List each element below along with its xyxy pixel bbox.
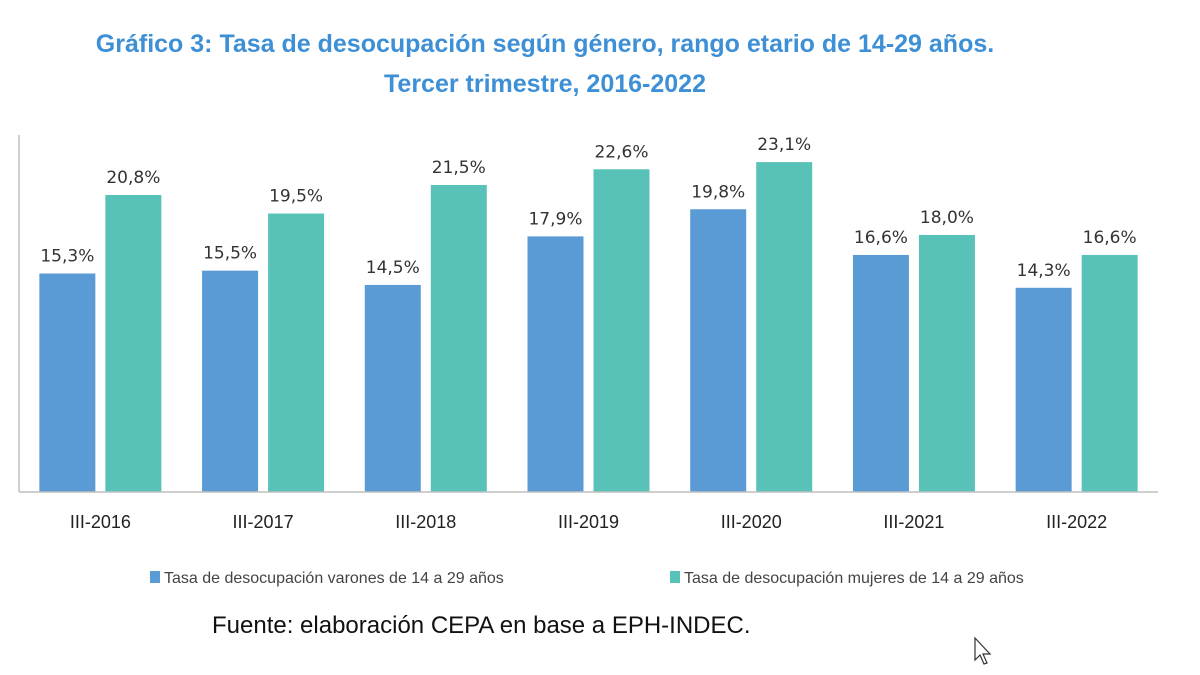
data-label: 20,8%: [106, 168, 160, 188]
data-label: 16,6%: [1083, 228, 1137, 248]
bar-mujeres: [918, 234, 975, 492]
x-tick-label: III-2018: [395, 512, 456, 532]
bar-mujeres: [430, 184, 487, 493]
bar-mujeres: [593, 169, 650, 492]
chart-title: Gráfico 3: Tasa de desocupación según gé…: [95, 30, 995, 58]
bar-mujeres: [1081, 254, 1138, 492]
data-label: 18,0%: [920, 208, 974, 228]
legend-swatch-mujeres: [670, 571, 680, 583]
bar-varones: [527, 236, 584, 492]
data-label: 22,6%: [594, 142, 648, 162]
source-note: Fuente: elaboración CEPA en base a EPH-I…: [212, 612, 751, 639]
x-tick-label: III-2019: [558, 512, 619, 532]
data-label: 15,3%: [40, 247, 94, 267]
data-label: 21,5%: [432, 158, 486, 178]
bar-mujeres: [268, 213, 325, 493]
chart-subtitle: Tercer trimestre, 2016-2022: [384, 70, 706, 98]
mouse-cursor-icon: [974, 636, 992, 665]
legend-label: Tasa de desocupación mujeres de 14 a 29 …: [684, 570, 1024, 587]
bar-varones: [202, 270, 259, 492]
data-label: 19,5%: [269, 187, 323, 207]
bar-varones: [39, 273, 96, 492]
x-tick-label: III-2016: [70, 512, 131, 532]
bar-mujeres: [756, 162, 813, 492]
x-tick-label: III-2017: [233, 512, 294, 532]
x-tick-label: III-2020: [721, 512, 782, 532]
data-label: 15,5%: [203, 244, 257, 264]
data-label: 14,5%: [366, 258, 420, 278]
x-tick-label: III-2021: [883, 512, 944, 532]
data-label: 14,3%: [1017, 261, 1071, 281]
bar-varones: [690, 209, 747, 493]
bar-varones: [1015, 287, 1072, 492]
legend-swatch-varones: [150, 571, 160, 583]
bar-varones: [364, 284, 421, 492]
x-tick-label: III-2022: [1046, 512, 1107, 532]
bar-chart: 15,3% 20,8% III-2016 15,5% 19,5% III-2017 14,5…: [18, 135, 1158, 587]
data-label: 16,6%: [854, 228, 908, 248]
legend-label: Tasa de desocupación varones de 14 a 29 …: [164, 570, 504, 587]
bar-mujeres: [105, 194, 162, 492]
data-label: 23,1%: [757, 135, 811, 155]
data-label: 19,8%: [691, 182, 745, 202]
data-label: 17,9%: [528, 209, 582, 229]
bar-varones: [852, 254, 909, 492]
